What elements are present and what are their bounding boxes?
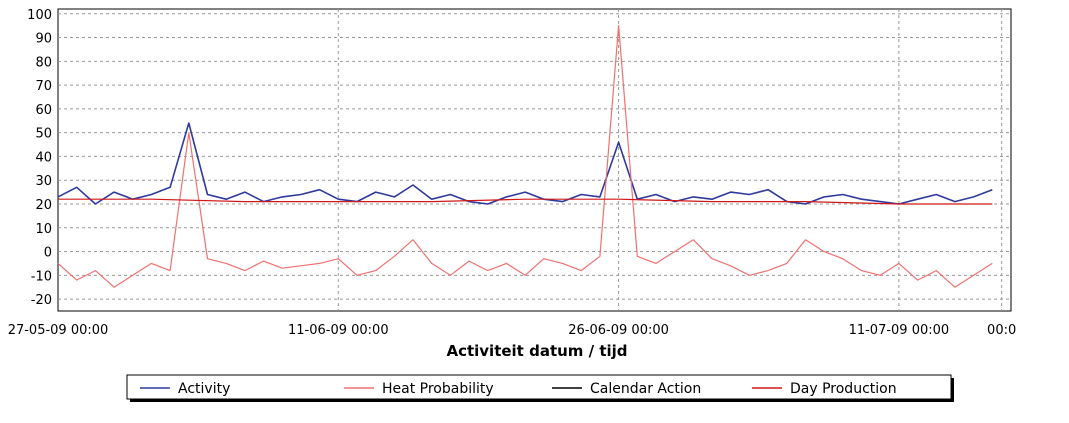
series-line-activity — [57, 122, 993, 205]
x-tick-label: 26-06-09 00:00 — [568, 323, 669, 338]
legend-label: Activity — [178, 381, 230, 397]
y-tick-label: 60 — [35, 103, 52, 118]
y-tick-label: 100 — [27, 8, 52, 23]
y-tick-label: 10 — [35, 222, 52, 237]
y-tick-label: 20 — [35, 198, 52, 213]
y-tick-label: 40 — [35, 150, 52, 165]
legend-label: Heat Probability — [382, 381, 494, 397]
y-tick-label: 50 — [35, 127, 52, 142]
legend-label: Calendar Action — [590, 381, 701, 397]
x-tick-label: 11-06-09 00:00 — [288, 323, 389, 338]
y-tick-label: 30 — [35, 174, 52, 189]
x-axis-label: Activiteit datum / tijd — [446, 342, 627, 360]
series-line-heat-probability — [57, 25, 993, 288]
y-tick-label: 70 — [35, 79, 52, 94]
x-tick-label: 00:0 — [987, 323, 1016, 338]
series-layer — [57, 25, 993, 288]
legend-label: Day Production — [790, 381, 897, 397]
x-tick-label: 11-07-09 00:00 — [849, 323, 950, 338]
legend-box — [126, 374, 952, 400]
plot-area — [57, 8, 1012, 312]
series-line-day-production — [58, 198, 993, 205]
y-tick-label: -20 — [31, 293, 52, 308]
x-tick-label: 27-05-09 00:00 — [8, 323, 109, 338]
grid — [58, 9, 1011, 311]
y-tick-label: -10 — [31, 269, 52, 284]
y-tick-label: 80 — [35, 55, 52, 70]
legend: Activity Heat Probability Calendar Action D… — [126, 374, 954, 402]
y-tick-label: 0 — [44, 246, 52, 261]
x-axis-ticks: 27-05-09 00:00 11-06-09 00:00 26-06-09 00:… — [8, 323, 1017, 338]
y-tick-label: 90 — [35, 32, 52, 47]
